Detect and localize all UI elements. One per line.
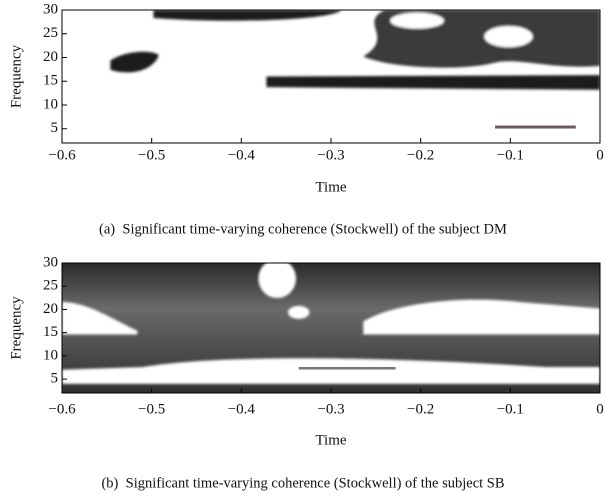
x-axis-label: Time [315,179,346,195]
x-tick-label: −0.1 [497,147,524,163]
y-tick-label: 10 [43,347,58,363]
y-tick-label: 25 [43,278,58,294]
texture [62,263,600,384]
heatmap [62,10,600,143]
y-tick-label: 20 [43,49,58,65]
region [62,358,600,384]
x-tick-label: −0.5 [138,147,165,163]
hole [258,263,297,299]
y-tick-label: 15 [43,324,58,340]
y-tick-label: 5 [51,120,59,136]
region [266,75,600,90]
x-tick-label: −0.5 [138,401,165,417]
x-axis-label: Time [315,432,346,448]
x-tick-label: 0 [596,401,604,417]
x-tick-label: −0.1 [497,401,524,417]
x-tick-label: −0.6 [48,147,76,163]
region [62,302,138,335]
line-mark [298,367,396,370]
caption: (b) Significant time-varying coherence (… [101,475,504,491]
hole [287,305,310,319]
y-tick-label: 5 [51,371,59,387]
x-tick-label: −0.6 [48,401,76,417]
x-tick-label: −0.2 [407,401,434,417]
hole [390,12,444,29]
line-mark [495,125,576,129]
y-axis-label: Frequency [8,296,24,360]
x-tick-label: 0 [596,147,604,163]
x-tick-label: −0.4 [228,147,256,163]
y-tick-label: 30 [43,254,58,270]
y-tick-label: 20 [43,301,58,317]
x-tick-label: −0.2 [407,147,434,163]
y-axis-label: Frequency [8,44,24,108]
heatmap [62,263,600,393]
region [153,10,342,21]
x-tick-label: −0.4 [228,401,256,417]
region [110,51,159,73]
y-tick-label: 15 [43,73,58,89]
x-tick-label: −0.3 [317,401,344,417]
region [363,299,600,335]
caption: (a) Significant time-varying coherence (… [99,221,507,237]
y-tick-label: 30 [43,1,58,17]
y-tick-label: 25 [43,25,58,41]
texture [110,10,600,90]
y-tick-label: 10 [43,96,58,112]
hole [484,25,533,48]
x-tick-label: −0.3 [317,147,344,163]
